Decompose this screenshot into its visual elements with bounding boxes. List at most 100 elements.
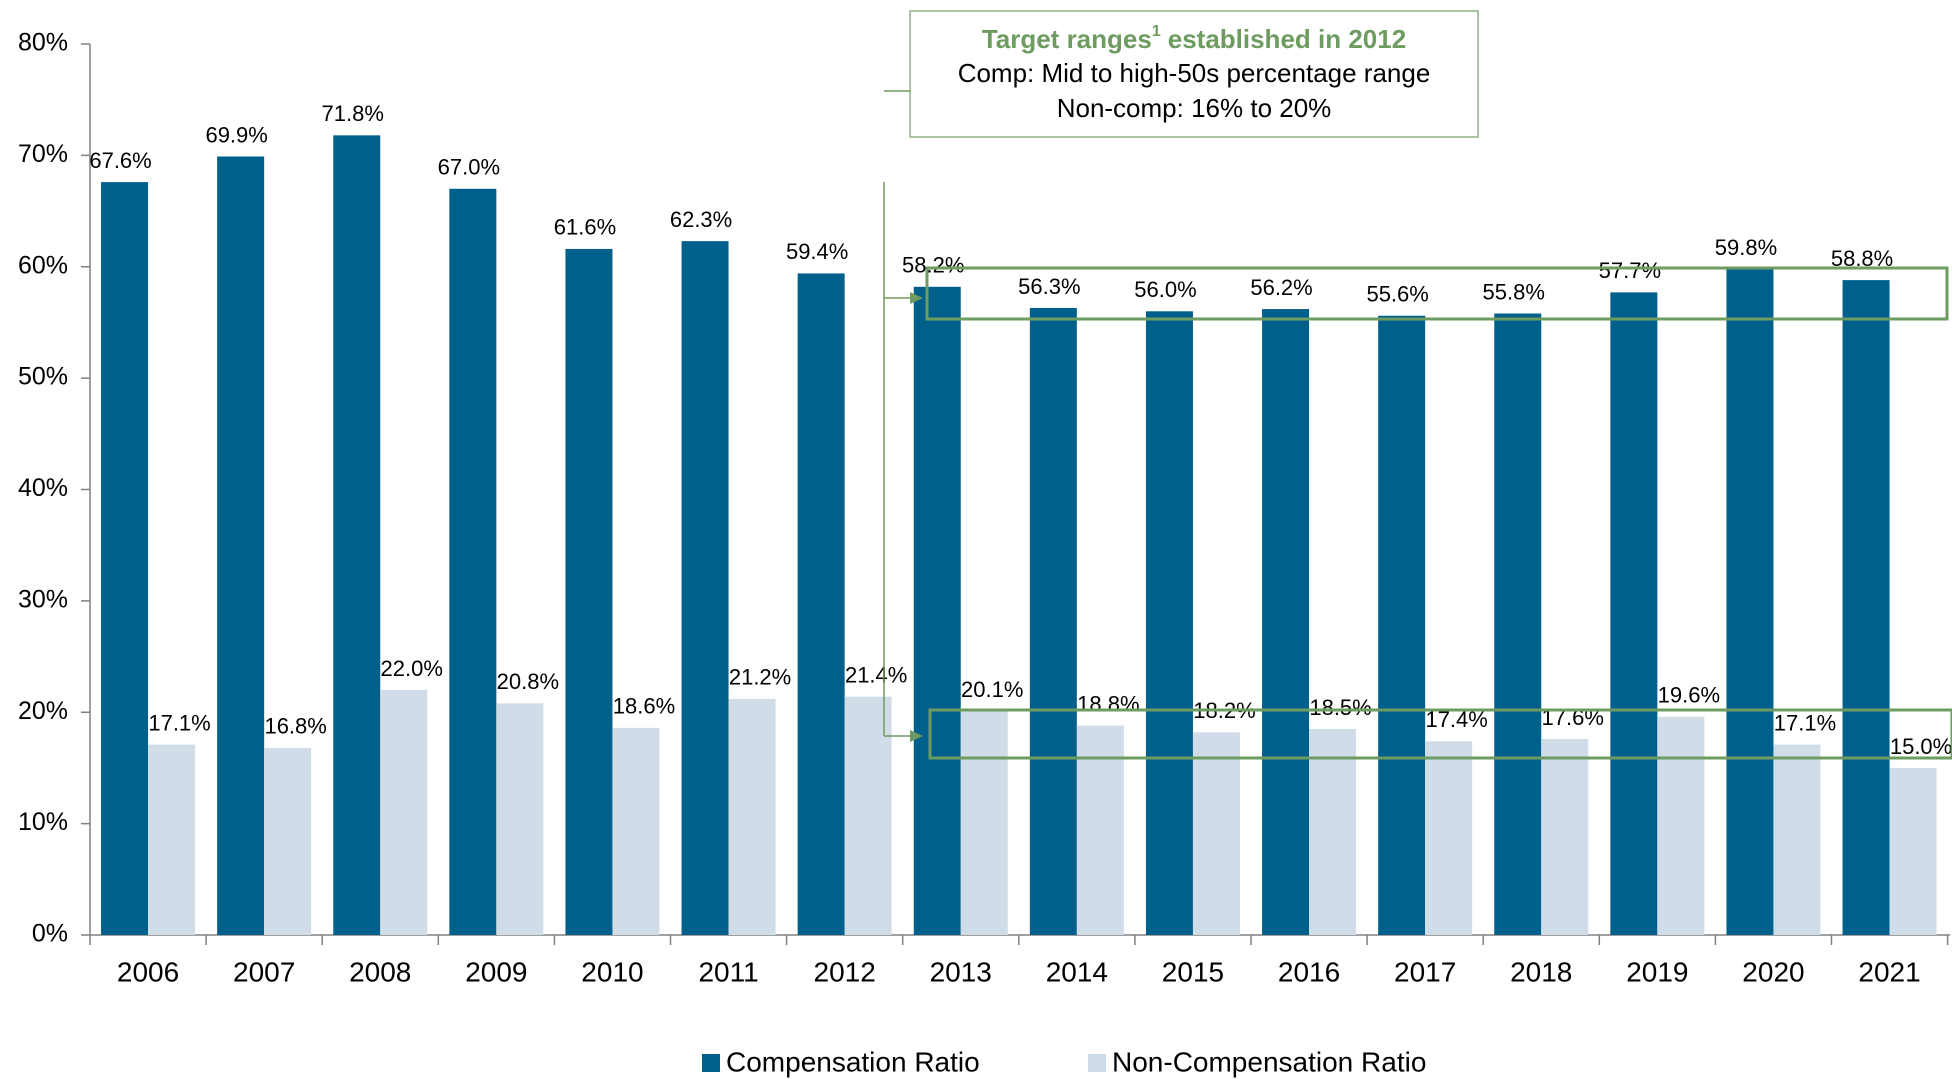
bar [264, 747, 312, 935]
value-label: 69.9% [205, 122, 267, 147]
legend-label: Non-Compensation Ratio [1112, 1046, 1426, 1077]
bar [496, 703, 544, 935]
value-label: 67.6% [89, 148, 151, 173]
y-tick-label: 50% [18, 363, 68, 391]
x-tick-label: 2009 [465, 956, 527, 987]
bar [681, 241, 729, 936]
x-tick-label: 2019 [1626, 956, 1688, 987]
bar [148, 744, 196, 935]
annotation-line: Non-comp: 16% to 20% [1057, 93, 1332, 123]
annotation-title-text: Target ranges [982, 24, 1152, 54]
bar [1726, 268, 1774, 935]
value-label: 57.7% [1599, 258, 1661, 283]
value-label: 56.0% [1134, 277, 1196, 302]
annotation: Target ranges1 established in 2012 Comp: … [909, 10, 1479, 138]
value-label: 55.8% [1483, 279, 1545, 304]
bar [960, 711, 1008, 935]
y-tick-label: 0% [32, 920, 68, 948]
bar [1541, 738, 1589, 935]
bar [728, 698, 776, 935]
bar [1842, 280, 1890, 935]
y-tick-label: 60% [18, 251, 68, 279]
bar [1773, 744, 1821, 935]
x-tick-label: 2013 [930, 956, 992, 987]
legend-label: Compensation Ratio [726, 1046, 980, 1077]
value-label: 59.4% [786, 239, 848, 264]
legend-swatch [1088, 1054, 1106, 1072]
bar [844, 696, 892, 935]
annotation-title-text: established in 2012 [1168, 24, 1406, 54]
y-tick-label: 20% [18, 697, 68, 725]
value-label: 21.4% [845, 662, 907, 687]
bar [217, 156, 265, 935]
value-label: 59.8% [1715, 235, 1777, 260]
value-label: 67.0% [438, 155, 500, 180]
value-label: 22.0% [381, 656, 443, 681]
arrowhead [910, 730, 923, 742]
x-tick-label: 2015 [1162, 956, 1224, 987]
value-label: 18.8% [1077, 691, 1139, 716]
x-tick-label: 2016 [1278, 956, 1340, 987]
annotation-title: Target ranges1 established in 2012 [982, 23, 1406, 54]
value-label: 18.6% [613, 694, 675, 719]
x-tick-label: 2012 [814, 956, 876, 987]
bar [1425, 741, 1473, 935]
footnote-mark: 1 [1152, 23, 1161, 40]
x-tick-label: 2014 [1046, 956, 1108, 987]
connector [883, 90, 912, 737]
value-label: 16.8% [264, 714, 326, 739]
bar [1076, 725, 1124, 935]
value-label: 15.0% [1890, 734, 1952, 759]
x-tick-label: 2020 [1742, 956, 1804, 987]
bar [797, 273, 845, 935]
bar [333, 135, 381, 935]
bar [1494, 313, 1542, 936]
x-tick-label: 2011 [698, 956, 758, 987]
value-label: 56.2% [1250, 275, 1312, 300]
value-label: 56.3% [1018, 274, 1080, 299]
bar [1192, 732, 1240, 935]
bar [1610, 292, 1658, 936]
value-label: 58.2% [902, 253, 964, 278]
value-label: 20.8% [497, 669, 559, 694]
x-tick-label: 2021 [1858, 956, 1920, 987]
target-range-box [925, 266, 1949, 321]
bar [612, 727, 660, 935]
x-tick-label: 2007 [233, 956, 295, 987]
value-label: 17.1% [148, 710, 210, 735]
value-label: 20.1% [961, 677, 1023, 702]
value-label: 21.2% [729, 665, 791, 690]
value-label: 19.6% [1658, 683, 1720, 708]
bar [1657, 716, 1705, 935]
bar [1889, 767, 1937, 935]
x-tick-label: 2017 [1394, 956, 1456, 987]
x-tick-label: 2008 [349, 956, 411, 987]
bar [565, 248, 613, 935]
annotation-box [909, 10, 1479, 138]
bar [1378, 315, 1426, 935]
bar [449, 188, 497, 936]
value-label: 55.6% [1366, 282, 1428, 307]
bar [1029, 307, 1077, 935]
value-label: 71.8% [322, 101, 384, 126]
bar [913, 286, 961, 935]
y-tick-label: 80% [18, 29, 68, 57]
x-tick-label: 2010 [581, 956, 643, 987]
x-tick-label: 2018 [1510, 956, 1572, 987]
bar [1309, 728, 1357, 935]
y-tick-label: 30% [18, 585, 68, 613]
y-tick-label: 40% [18, 474, 68, 502]
bar [101, 182, 149, 936]
y-tick-label: 10% [18, 808, 68, 836]
arrowhead [910, 292, 923, 304]
bar [380, 689, 428, 935]
value-label: 18.5% [1309, 695, 1371, 720]
x-tick-label: 2006 [117, 956, 179, 987]
bar [1145, 311, 1193, 935]
legend-swatch [702, 1054, 720, 1072]
annotation-line: Comp: Mid to high-50s percentage range [958, 58, 1431, 88]
target-range-box [928, 708, 1952, 760]
value-label: 17.1% [1774, 710, 1836, 735]
